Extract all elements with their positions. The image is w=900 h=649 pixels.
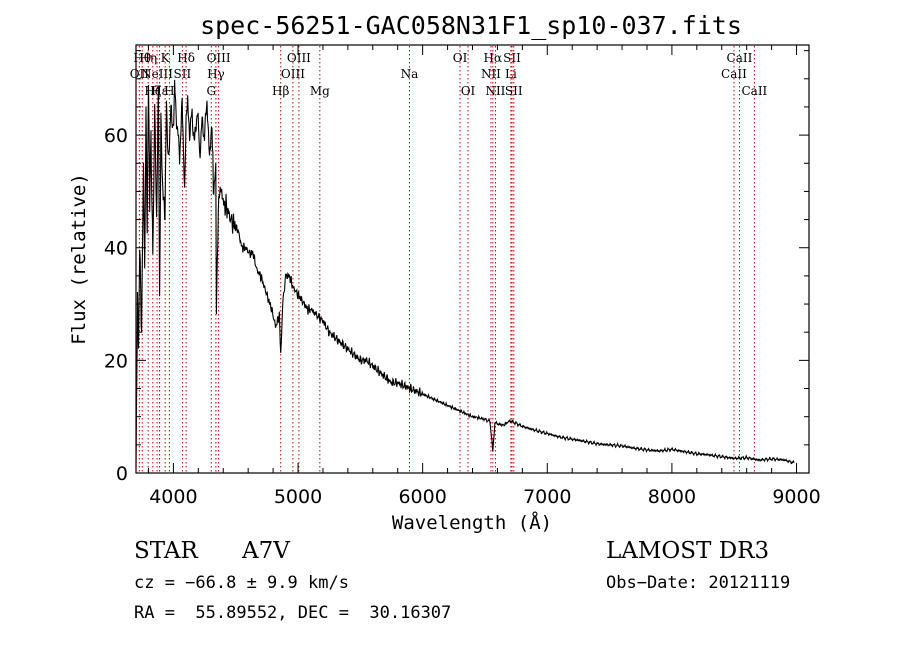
plot-frame	[135, 44, 810, 474]
x-tick-label: 7000	[523, 486, 571, 508]
spectral-line-label: K	[161, 51, 171, 65]
spectral-line-label: Mg	[310, 84, 330, 98]
spectral-line-label: SII	[503, 51, 521, 65]
y-axis-label: Flux (relative)	[68, 173, 90, 345]
y-tick-label: 60	[104, 125, 128, 147]
spectral-line-label: NeIII	[141, 67, 173, 81]
spectral-line-label: CaII	[721, 67, 747, 81]
x-tick-label: 6000	[398, 486, 446, 508]
x-tick-label: 4000	[149, 486, 197, 508]
x-tick-label: 9000	[772, 486, 820, 508]
y-tick-label: 40	[104, 238, 128, 260]
observation-date: Obs−Date: 20121119	[606, 573, 791, 593]
spectral-line-label: SII	[505, 84, 523, 98]
x-tick-label: 5000	[274, 486, 322, 508]
spectrum-line	[135, 79, 795, 466]
redshift-cz: cz = −66.8 ± 9.9 km/s	[134, 573, 349, 593]
spectral-line-label: OI	[453, 51, 468, 65]
spectral-line-label: Hα	[484, 51, 503, 65]
spectral-line-label: NII	[481, 67, 501, 81]
spectral-line-label: H	[164, 84, 174, 98]
spectral-line-label: CaII	[727, 51, 753, 65]
spectral-line-label: Hβ	[272, 84, 289, 98]
spectral-line-label: OIII	[287, 51, 311, 65]
spectral-line-label: CaII	[741, 84, 767, 98]
spectral-line-label: Hγ	[207, 67, 225, 81]
ra-dec-coordinates: RA = 55.89552, DEC = 30.16307	[134, 603, 452, 623]
axis-ticks: 4000 5000 6000 7000 8000 9000 0 20 40 60	[104, 45, 821, 508]
spectral-line-label: Hε	[151, 84, 168, 98]
y-tick-label: 0	[116, 463, 128, 485]
spectral-line-label: SII	[174, 67, 192, 81]
spectral-line-label: Hη	[139, 51, 157, 65]
spectral-line-label: Li	[505, 67, 517, 81]
spectral-line-label: G	[206, 84, 216, 98]
chart-title: spec-56251-GAC058N31F1_sp10-037.fits	[200, 11, 742, 40]
y-tick-label: 20	[104, 350, 128, 372]
x-tick-label: 8000	[648, 486, 696, 508]
spectral-line-markers: OIIHθHηHζNeIIIHεKHSIIHδGHγOIIIHβOIIIOIII…	[130, 46, 768, 472]
spectral-line-label: OIII	[207, 51, 231, 65]
spectral-line-label: NII	[485, 84, 505, 98]
spectral-subclass: A7V	[242, 538, 290, 564]
x-axis-label: Wavelength (Å)	[392, 511, 552, 534]
spectral-line-label: OIII	[281, 67, 305, 81]
spectral-line-label: OII	[130, 67, 150, 81]
spectral-line-label: OI	[461, 84, 476, 98]
spectral-line-label: Hθ	[133, 51, 151, 65]
spectral-line-label: Na	[401, 67, 419, 81]
spectral-line-label: Hδ	[177, 51, 195, 65]
object-class: STAR	[134, 538, 198, 564]
survey-name: LAMOST DR3	[606, 538, 770, 564]
